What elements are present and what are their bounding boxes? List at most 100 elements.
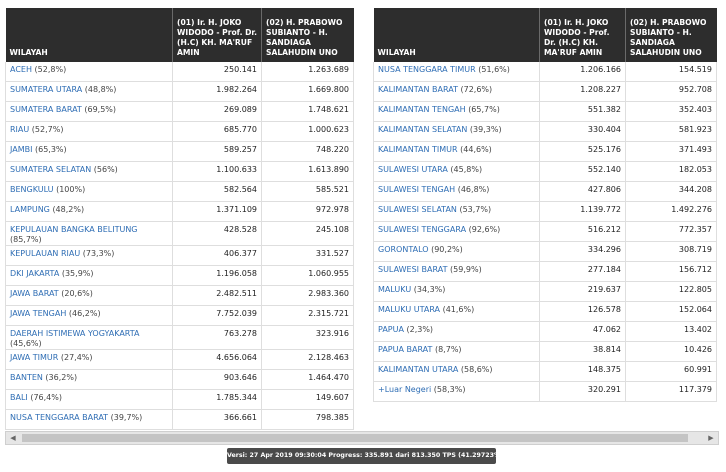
region-cell: DAERAH ISTIMEWA YOGYAKARTA (45,6%): [5, 325, 173, 350]
header-wilayah[interactable]: WILAYAH: [373, 8, 540, 62]
votes-candidate-01: 1.139.772: [539, 201, 626, 222]
votes-candidate-02: 1.492.276: [625, 201, 717, 222]
region-link[interactable]: Luar Negeri: [384, 385, 432, 394]
version-progress-status: Versi: 27 Apr 2019 09:30:04 Progress: 33…: [227, 448, 496, 464]
region-link[interactable]: KALIMANTAN TENGAH: [378, 105, 466, 114]
region-link[interactable]: JAMBI: [10, 145, 33, 154]
region-cell: BANTEN (36,2%): [5, 369, 173, 390]
region-cell: SULAWESI TENGGARA (92,6%): [373, 221, 540, 242]
votes-candidate-02: 117.379: [625, 381, 717, 402]
region-percentage: (100%): [56, 185, 86, 194]
votes-candidate-02: 1.748.621: [261, 101, 354, 122]
region-link[interactable]: SULAWESI BARAT: [378, 265, 448, 274]
region-link[interactable]: NUSA TENGGARA BARAT: [10, 413, 109, 422]
table-row: SULAWESI SELATAN (53,7%) 1.139.772 1.492.2…: [373, 201, 717, 222]
region-link[interactable]: SUMATERA BARAT: [10, 105, 82, 114]
region-link[interactable]: GORONTALO: [378, 245, 429, 254]
region-cell: GORONTALO (90,2%): [373, 241, 540, 262]
region-link[interactable]: NUSA TENGGARA TIMUR: [378, 65, 476, 74]
region-link[interactable]: KEPULAUAN BANGKA BELITUNG: [10, 225, 138, 234]
region-link[interactable]: SULAWESI TENGGARA: [378, 225, 467, 234]
region-link[interactable]: DKI JAKARTA: [10, 269, 60, 278]
votes-candidate-02: 2.983.360: [261, 285, 354, 306]
region-link[interactable]: JAWA BARAT: [10, 289, 59, 298]
table-row: KALIMANTAN UTARA (58,6%) 148.375 60.991: [373, 361, 717, 382]
region-link[interactable]: KALIMANTAN UTARA: [378, 365, 459, 374]
region-link[interactable]: KALIMANTAN TIMUR: [378, 145, 458, 154]
votes-candidate-01: 47.062: [539, 321, 626, 342]
region-link[interactable]: JAWA TENGAH: [10, 309, 67, 318]
region-percentage: (39,7%): [110, 413, 143, 422]
region-link[interactable]: BALI: [10, 393, 28, 402]
scroll-thumb[interactable]: [22, 434, 688, 442]
votes-candidate-01: 126.578: [539, 301, 626, 322]
header-candidate-02[interactable]: (02) H. PRABOWO SUBIANTO - H. SANDIAGA S…: [625, 8, 717, 62]
region-cell: MALUKU (34,3%): [373, 281, 540, 302]
expand-plus-icon[interactable]: +: [378, 385, 385, 394]
region-link[interactable]: PAPUA: [378, 325, 404, 334]
region-link[interactable]: KALIMANTAN SELATAN: [378, 125, 468, 134]
votes-candidate-01: 38.814: [539, 341, 626, 362]
region-link[interactable]: MALUKU: [378, 285, 412, 294]
region-link[interactable]: SUMATERA UTARA: [10, 85, 83, 94]
region-link[interactable]: DAERAH ISTIMEWA YOGYAKARTA: [10, 329, 140, 338]
scroll-right-icon[interactable]: ▶: [708, 434, 714, 442]
table-row: SULAWESI UTARA (45,8%) 552.140 182.053: [373, 161, 717, 182]
header-candidate-01[interactable]: (01) Ir. H. JOKO WIDODO - Prof. Dr. (H.C…: [539, 8, 626, 62]
horizontal-scrollbar[interactable]: ◀ ▶: [5, 431, 719, 445]
votes-candidate-02: 1.263.689: [261, 62, 354, 82]
header-candidate-01[interactable]: (01) Ir. H. JOKO WIDODO - Prof. Dr. (H.C…: [172, 8, 262, 62]
region-link[interactable]: SULAWESI UTARA: [378, 165, 448, 174]
region-percentage: (2,3%): [406, 325, 434, 334]
region-link[interactable]: RIAU: [10, 125, 30, 134]
votes-candidate-02: 772.357: [625, 221, 717, 242]
region-cell: LAMPUNG (48,2%): [5, 201, 173, 222]
region-link[interactable]: BANTEN: [10, 373, 43, 382]
votes-candidate-01: 428.528: [172, 221, 262, 246]
header-wilayah[interactable]: WILAYAH: [5, 8, 173, 62]
region-link[interactable]: LAMPUNG: [10, 205, 50, 214]
region-percentage: (73,3%): [82, 249, 115, 258]
region-percentage: (34,3%): [413, 285, 446, 294]
region-percentage: (45,8%): [450, 165, 483, 174]
region-percentage: (76,4%): [30, 393, 62, 402]
votes-candidate-01: 320.291: [539, 381, 626, 402]
votes-candidate-01: 1.100.633: [172, 161, 262, 182]
region-link[interactable]: SULAWESI TENGAH: [378, 185, 456, 194]
region-link[interactable]: KEPULAUAN RIAU: [10, 249, 81, 258]
table-header-row: WILAYAH (01) Ir. H. JOKO WIDODO - Prof. …: [373, 8, 717, 62]
region-link[interactable]: SULAWESI SELATAN: [378, 205, 457, 214]
votes-candidate-01: 589.257: [172, 141, 262, 162]
region-link[interactable]: BENGKULU: [10, 185, 54, 194]
scroll-left-icon[interactable]: ◀: [10, 434, 16, 442]
votes-candidate-02: 323.916: [261, 325, 354, 350]
table-header-row: WILAYAH (01) Ir. H. JOKO WIDODO - Prof. …: [5, 8, 354, 62]
votes-candidate-01: 2.482.511: [172, 285, 262, 306]
votes-candidate-02: 344.208: [625, 181, 717, 202]
votes-candidate-01: 406.377: [172, 245, 262, 266]
votes-candidate-01: 277.184: [539, 261, 626, 282]
region-percentage: (41,6%): [442, 305, 475, 314]
header-candidate-02[interactable]: (02) H. PRABOWO SUBIANTO - H. SANDIAGA S…: [261, 8, 354, 62]
table-row: JAWA TENGAH (46,2%) 7.752.039 2.315.721: [5, 305, 354, 326]
region-cell: PAPUA (2,3%): [373, 321, 540, 342]
votes-candidate-02: 60.991: [625, 361, 717, 382]
region-link[interactable]: MALUKU UTARA: [378, 305, 441, 314]
table-row: KALIMANTAN SELATAN (39,3%) 330.404 581.923: [373, 121, 717, 142]
votes-candidate-01: 330.404: [539, 121, 626, 142]
table-row: BENGKULU (100%) 582.564 585.521: [5, 181, 354, 202]
region-link[interactable]: SUMATERA SELATAN: [10, 165, 92, 174]
votes-candidate-01: 4.656.064: [172, 349, 262, 370]
region-link[interactable]: PAPUA BARAT: [378, 345, 433, 354]
region-link[interactable]: ACEH: [10, 65, 32, 74]
table-row: KEPULAUAN BANGKA BELITUNG (85,7%) 428.528…: [5, 221, 354, 246]
table-row: SUMATERA UTARA (48,8%) 1.982.264 1.669.800: [5, 81, 354, 102]
table-row: SULAWESI TENGAH (46,8%) 427.806 344.208: [373, 181, 717, 202]
region-percentage: (46,8%): [457, 185, 490, 194]
table-row: GORONTALO (90,2%) 334.296 308.719: [373, 241, 717, 262]
region-link[interactable]: JAWA TIMUR: [10, 353, 59, 362]
votes-candidate-02: 308.719: [625, 241, 717, 262]
votes-candidate-02: 1.060.955: [261, 265, 354, 286]
region-cell: +Luar Negeri (58,3%): [373, 381, 540, 402]
region-link[interactable]: KALIMANTAN BARAT: [378, 85, 458, 94]
